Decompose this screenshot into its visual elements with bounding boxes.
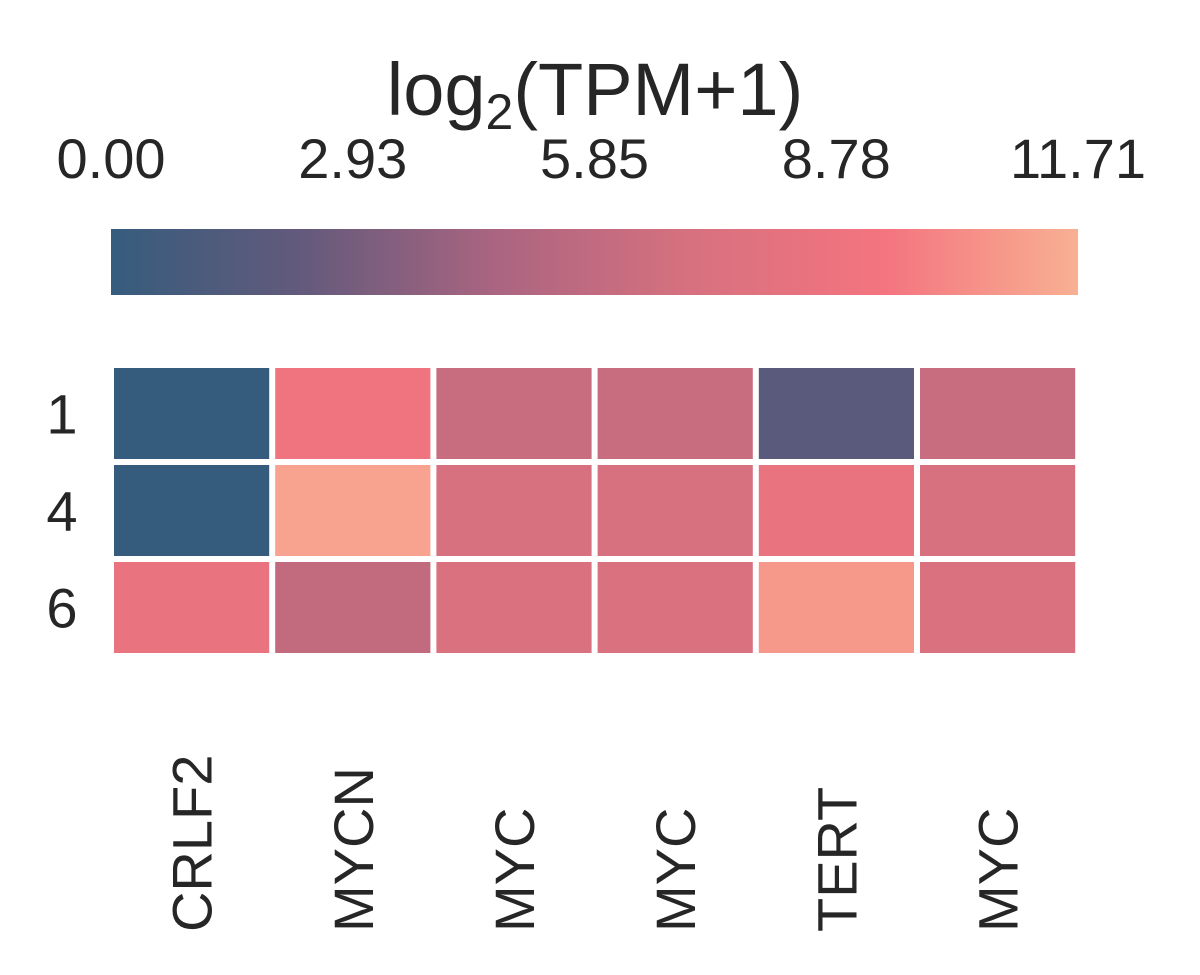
heatmap-cell [597, 562, 753, 653]
colorbar-tick-label: 11.71 [1010, 127, 1146, 190]
column-labels: CRLF2 MYCN MYC MYC TERT MYC [161, 755, 1030, 932]
heatmap-cell [920, 562, 1076, 653]
heatmap-cell [920, 465, 1076, 556]
heatmap-cell [275, 562, 431, 653]
colorbar-title-suffix: (TPM+1) [513, 48, 803, 131]
heatmap-cells [114, 368, 1076, 653]
colorbar-title: log2(TPM+1) [387, 48, 803, 140]
heatmap-cell [114, 562, 270, 653]
colorbar-tick-label: 5.85 [540, 127, 649, 190]
heatmap-cell [597, 465, 753, 556]
heatmap-cell [758, 562, 914, 653]
heatmap-cell [275, 465, 431, 556]
column-label: MYC [483, 808, 546, 932]
colorbar-tick-label: 8.78 [782, 127, 891, 190]
heatmap-cell [758, 465, 914, 556]
colorbar-tick-labels: 0.00 2.93 5.85 8.78 11.71 [57, 127, 1146, 190]
colorbar-tick-label: 2.93 [298, 127, 407, 190]
colorbar-title-subscript: 2 [486, 84, 514, 140]
column-label: MYC [644, 808, 707, 932]
heatmap-cell [275, 368, 431, 459]
colorbar [111, 229, 1078, 295]
heatmap-cell [114, 368, 270, 459]
colorbar-title-prefix: log [387, 48, 486, 131]
heatmap-cell [758, 368, 914, 459]
heatmap-cell [920, 368, 1076, 459]
column-label: MYC [967, 808, 1030, 932]
row-labels: 1 4 6 [46, 383, 77, 640]
heatmap-cell [114, 465, 270, 556]
column-label: CRLF2 [161, 755, 224, 932]
heatmap-cell [597, 368, 753, 459]
column-label: TERT [805, 787, 868, 932]
heatmap-cell [436, 465, 592, 556]
column-label: MYCN [322, 767, 385, 932]
row-label: 4 [46, 480, 77, 543]
heatmap-cell [436, 562, 592, 653]
colorbar-tick-label: 0.00 [57, 127, 166, 190]
row-label: 1 [46, 383, 77, 446]
row-label: 6 [46, 577, 77, 640]
heatmap-cell [436, 368, 592, 459]
